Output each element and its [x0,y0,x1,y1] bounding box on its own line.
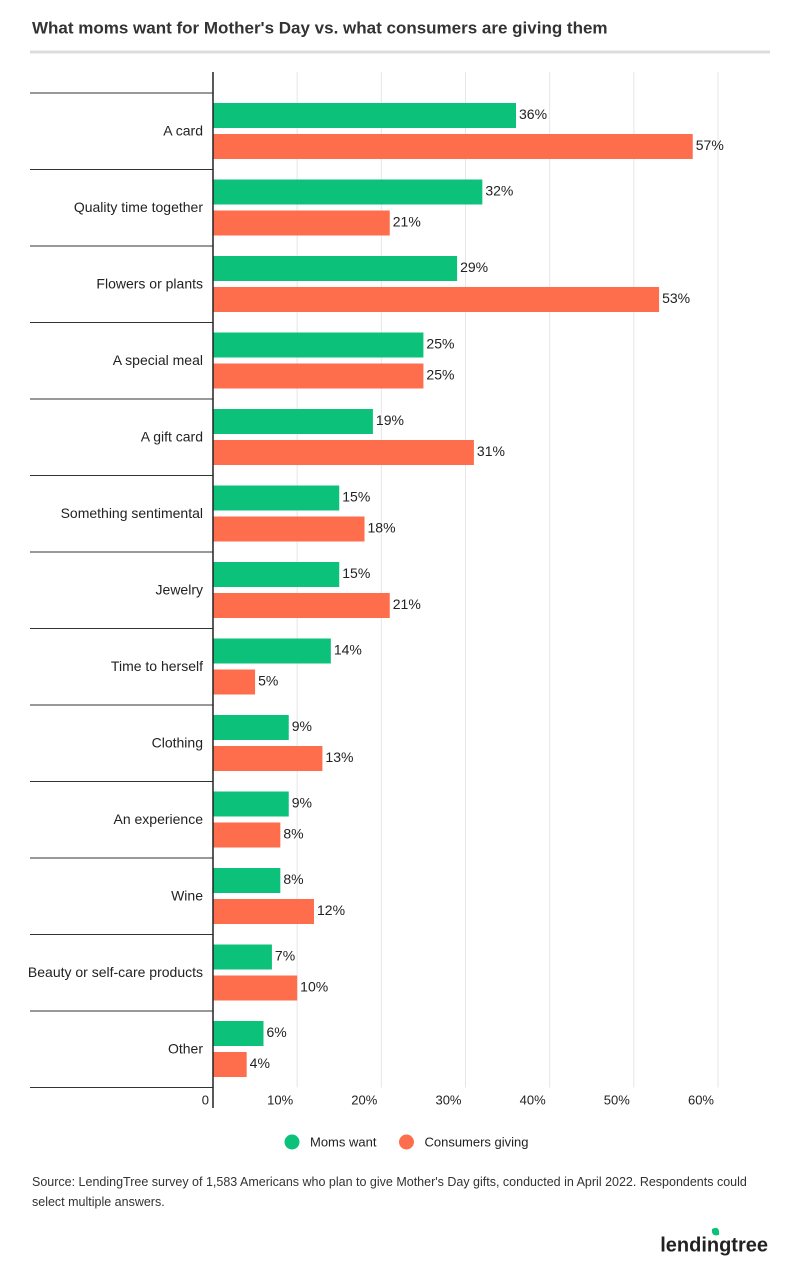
value-label: 9% [292,718,312,734]
bar [213,1021,264,1046]
value-label: 29% [460,259,488,275]
logo-leaf [711,1227,720,1236]
bar [213,791,289,817]
x-tick-label: 40% [520,1092,546,1107]
bar [213,440,474,465]
legend-label: Moms want [310,1134,377,1149]
category-label: Quality time together [74,199,204,215]
chart-title: What moms want for Mother's Day vs. what… [32,18,608,37]
value-label: 8% [283,871,303,887]
value-label: 14% [334,642,362,658]
bar [213,822,281,848]
bar [213,638,331,664]
x-tick-label: 10% [267,1092,293,1107]
category-label: A special meal [113,352,203,368]
category-label: Other [168,1041,203,1057]
bar [213,256,458,281]
value-label: 31% [477,443,505,459]
value-label: 8% [283,826,303,842]
bar [213,868,281,893]
value-label: 12% [317,902,345,918]
legend-label: Consumers giving [424,1134,528,1149]
category-label: Wine [171,888,203,904]
bar [213,1052,247,1077]
value-label: 57% [696,137,724,153]
bar [213,593,390,618]
bar [213,669,256,695]
x-tick-label: 30% [435,1092,461,1107]
bar [213,409,373,434]
bar [213,746,323,771]
value-label: 9% [292,795,312,811]
value-label: 18% [368,520,396,536]
bar [213,899,314,924]
bar [213,975,298,1001]
value-label: 10% [300,979,328,995]
category-label: Jewelry [156,582,203,598]
value-label: 21% [393,596,421,612]
bar [213,562,340,587]
bar [213,134,693,159]
value-label: 25% [426,367,454,383]
category-label: Clothing [152,735,203,751]
x-tick-label: 20% [351,1092,377,1107]
x-tick-label: 50% [604,1092,630,1107]
category-label: Flowers or plants [96,276,203,292]
category-label: Beauty or self-care products [28,964,203,980]
bar [213,332,424,358]
value-label: 19% [376,412,404,428]
bar [213,287,660,312]
value-label: 15% [342,489,370,505]
legend-marker [398,1134,414,1150]
bar [213,516,365,542]
source-note: Source: LendingTree survey of 1,583 Amer… [32,1175,747,1209]
legend-marker [284,1134,300,1150]
logo: lendingtree [660,1234,768,1256]
value-label: 6% [267,1024,287,1040]
bar [213,485,340,511]
bar [213,103,516,128]
value-label: 36% [519,106,547,122]
bar [213,363,424,389]
bar [213,944,272,970]
category-label: A card [163,123,203,139]
value-label: 7% [275,948,295,964]
category-label: An experience [113,811,203,827]
x-tick-label: 60% [688,1092,714,1107]
value-label: 13% [325,749,353,765]
value-label: 53% [662,290,690,306]
value-label: 5% [258,673,278,689]
bar [213,179,483,205]
category-label: Something sentimental [61,505,203,521]
value-label: 4% [250,1055,270,1071]
value-label: 32% [485,183,513,199]
category-label: A gift card [141,429,203,445]
x-tick-label: 0 [202,1092,209,1107]
value-label: 21% [393,214,421,230]
category-label: Time to herself [111,658,203,674]
value-label: 15% [342,565,370,581]
value-label: 25% [426,336,454,352]
bar [213,210,390,236]
bar [213,715,289,740]
